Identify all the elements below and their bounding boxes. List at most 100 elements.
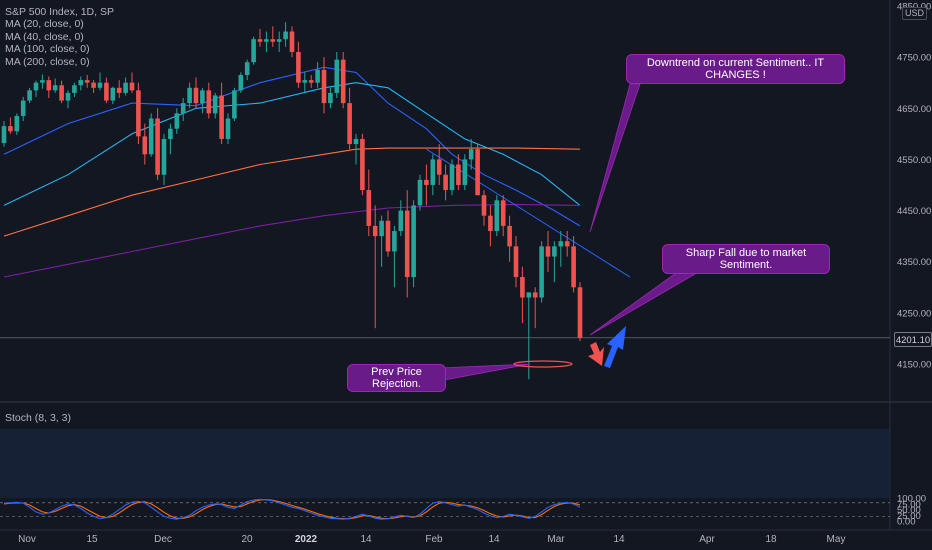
up-arrow	[604, 326, 626, 368]
candle-body	[270, 39, 276, 42]
candle	[552, 241, 557, 283]
candle	[14, 113, 20, 135]
candle-body	[417, 179, 423, 206]
price-tick-label: 4550.00	[897, 155, 931, 166]
stoch-tick-label: 0.00	[897, 517, 916, 528]
stoch-k-line	[3, 498, 581, 520]
candle	[91, 80, 96, 93]
candle	[187, 82, 192, 109]
candle	[366, 169, 372, 237]
ma-line	[3, 82, 581, 206]
candle	[276, 31, 282, 52]
candle-body	[404, 210, 410, 278]
candle-body	[462, 159, 468, 185]
candle	[97, 72, 103, 91]
candle	[161, 133, 167, 185]
candle-body	[283, 31, 288, 40]
stoch-tick-label: 75.00	[897, 499, 921, 510]
candle-body	[91, 82, 96, 88]
candle-body	[116, 87, 122, 93]
ma20-label[interactable]: MA (20, close, 0)	[5, 18, 84, 31]
candle-body	[276, 39, 282, 42]
price-tick-label: 4250.00	[897, 308, 931, 319]
candle-body	[289, 31, 295, 52]
currency-badge[interactable]: USD	[902, 7, 928, 20]
candle	[430, 154, 436, 196]
candle-body	[232, 90, 237, 119]
candle	[372, 205, 378, 329]
candle	[174, 108, 180, 134]
price-tick-label: 4650.00	[897, 104, 931, 115]
candle-body	[436, 159, 442, 175]
candle-body	[168, 128, 173, 139]
callout-sharp-fall-pointer	[589, 269, 697, 336]
candle	[244, 59, 250, 81]
candle-body	[449, 164, 455, 191]
candle	[193, 77, 199, 109]
time-tick-label: 14	[360, 534, 372, 545]
candle	[136, 82, 141, 145]
candle-body	[513, 246, 519, 278]
time-tick-label: Apr	[699, 534, 715, 545]
candle	[571, 236, 576, 293]
candle	[59, 80, 64, 104]
candle	[251, 36, 256, 65]
candle	[129, 72, 135, 93]
time-tick-label: Dec	[154, 534, 172, 545]
candle	[283, 22, 288, 47]
callout-downtrend[interactable]: Downtrend on current Sentiment.. IT CHAN…	[626, 54, 845, 84]
candle	[315, 62, 320, 88]
candle-body	[104, 82, 109, 101]
time-tick-label: May	[827, 534, 846, 545]
callout-rejection-text: Prev Price Rejection.	[371, 366, 422, 390]
candle-body	[174, 113, 180, 129]
candle-body	[526, 292, 532, 298]
price-tick-label: 4850.00	[897, 1, 931, 12]
candle-body	[430, 159, 436, 185]
ma-line	[3, 203, 581, 278]
candle-body	[155, 118, 160, 175]
ma40-label[interactable]: MA (40, close, 0)	[5, 30, 84, 43]
candle	[1, 121, 7, 147]
candle-body	[52, 85, 58, 91]
ma200-label[interactable]: MA (200, close, 0)	[5, 55, 90, 68]
callout-rejection[interactable]: Prev Price Rejection.	[347, 364, 446, 392]
candle-body	[180, 103, 186, 114]
candle	[33, 80, 39, 97]
candle-body	[321, 69, 327, 104]
candle	[539, 241, 544, 303]
candle	[417, 174, 423, 211]
candle-body	[1, 126, 7, 144]
candle	[110, 86, 116, 105]
candle-body	[308, 80, 314, 83]
symbol-label[interactable]: S&P 500 Index, 1D, SP	[5, 6, 114, 18]
candle	[200, 87, 205, 114]
candle	[308, 75, 314, 88]
down-arrow	[588, 342, 604, 366]
candle-body	[494, 200, 500, 232]
candle-body	[475, 149, 480, 196]
last-price-tag: 4201.10	[894, 332, 932, 347]
candle	[424, 164, 429, 206]
candle	[84, 75, 90, 88]
candle	[488, 205, 493, 247]
candle	[212, 92, 218, 119]
callout-sharp-fall[interactable]: Sharp Fall due to market Sentiment.	[662, 244, 830, 274]
candle-body	[110, 87, 116, 101]
candle-body	[142, 136, 148, 155]
candle-body	[379, 220, 384, 237]
candle-body	[206, 90, 212, 114]
candle	[289, 26, 295, 58]
callout-downtrend-pointer	[589, 83, 641, 233]
candle	[404, 190, 410, 298]
stoch-label[interactable]: Stoch (8, 3, 3)	[5, 412, 71, 424]
candle-body	[558, 241, 564, 247]
candle	[148, 113, 154, 157]
time-tick-label: Feb	[425, 534, 443, 545]
ma100-label[interactable]: MA (100, close, 0)	[5, 43, 90, 56]
time-tick-label: 2022	[295, 534, 318, 545]
candle-body	[398, 210, 404, 232]
price-tick-label: 4150.00	[897, 360, 931, 371]
candle	[155, 108, 160, 180]
